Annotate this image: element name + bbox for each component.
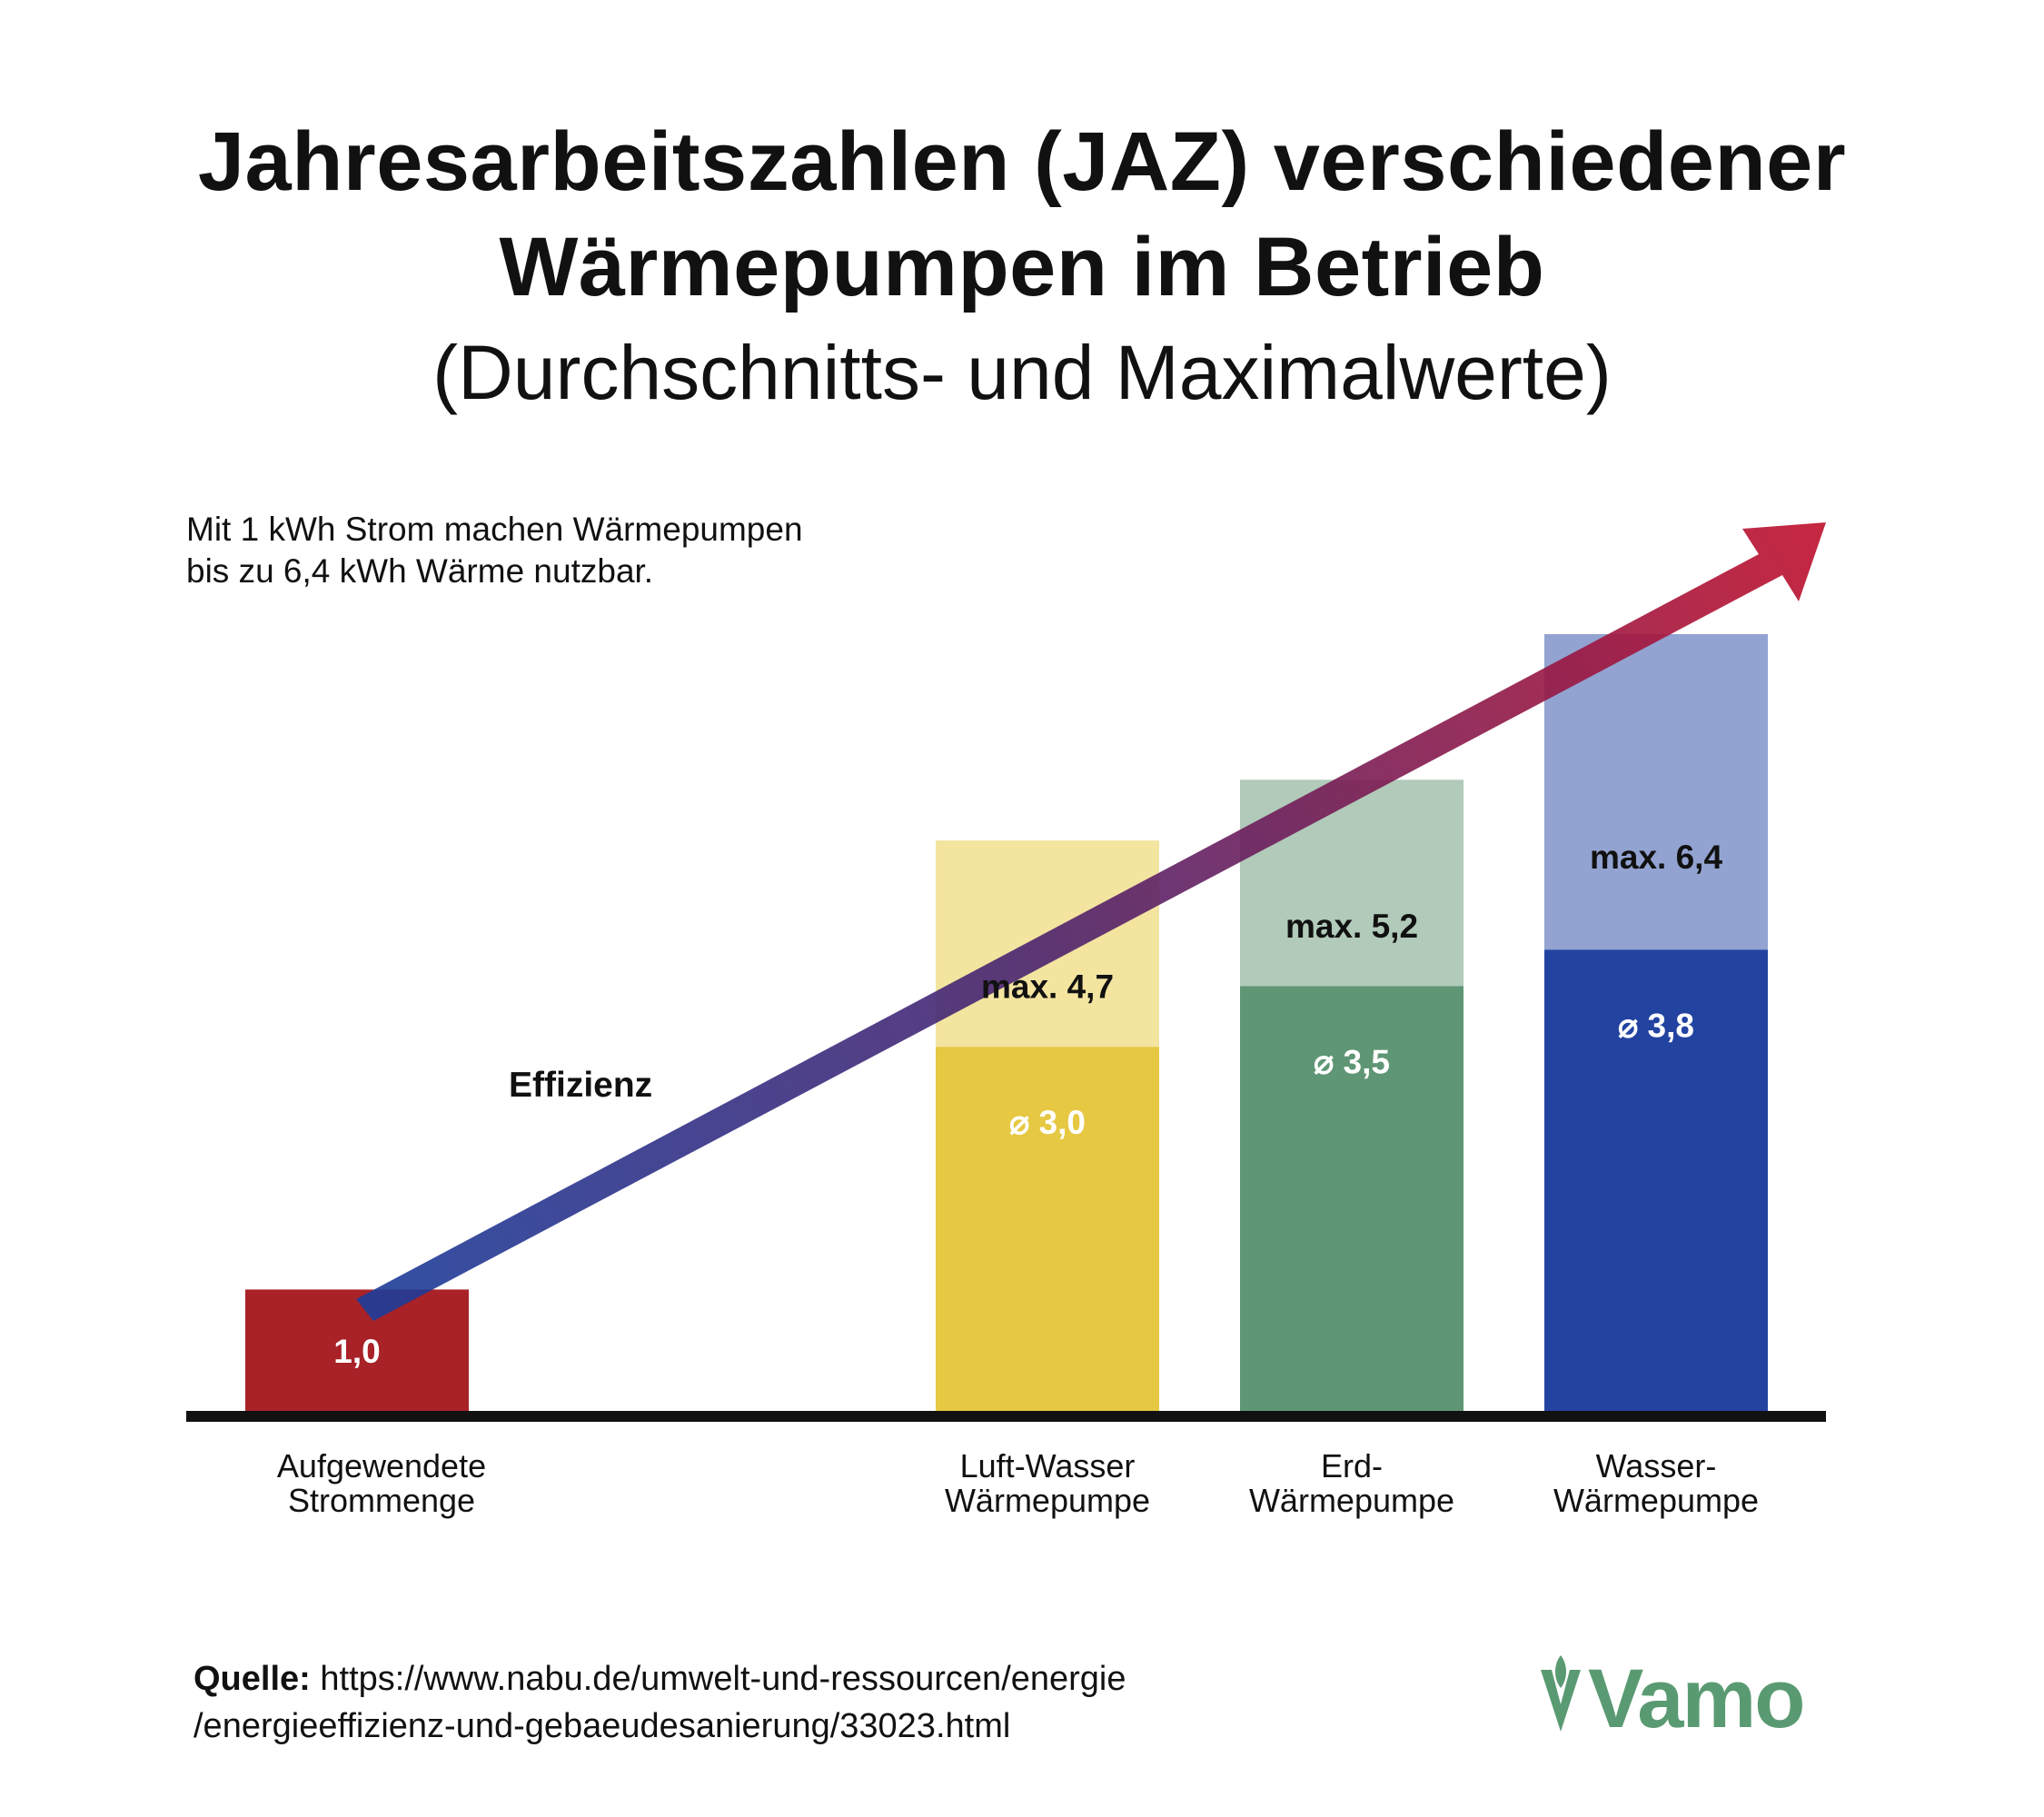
bar-chart: Effizienz 1,0 max. 4,7 ⌀ 3,0 max. 5,2 ⌀ 3,5 m… [186,522,1826,1519]
efficiency-label: Effizienz [509,1066,652,1105]
title-line-2: Wärmepumpen im Betrieb [499,221,1545,313]
category-label-2-1: Wärmepumpe [1249,1482,1454,1519]
category-label-3-0: Wasser- [1596,1447,1717,1484]
bar-avg-0 [245,1289,469,1411]
title-line-1: Jahresarbeitszahlen (JAZ) verschiedener [197,115,1847,208]
max-label-1: max. 4,7 [981,968,1114,1006]
source-url-line-2[interactable]: /energieeffizienz-und-gebaeudesanierung/… [193,1707,1011,1745]
source-label: Quelle: [193,1660,311,1698]
category-label-3-1: Wärmepumpe [1553,1482,1759,1519]
category-label-1-1: Wärmepumpe [945,1482,1150,1519]
x-axis-line [186,1411,1826,1422]
leaf-icon [1541,1655,1581,1732]
source-citation: Quelle: https://www.nabu.de/umwelt-und-r… [193,1655,1465,1750]
source-url-line-1[interactable]: https://www.nabu.de/umwelt-und-ressource… [320,1660,1126,1698]
max-label-3: max. 6,4 [1590,839,1722,876]
subtitle: (Durchschnitts- und Maximalwerte) [432,330,1612,415]
vamo-logo: Vamo [1533,1652,1833,1743]
bar-avg-3 [1544,949,1768,1411]
efficiency-arrow [356,522,1826,1321]
max-label-2: max. 5,2 [1285,908,1418,945]
avg-label-3: ⌀ 3,8 [1618,1007,1694,1044]
bar-avg-1 [936,1047,1159,1411]
bar-avg-2 [1240,986,1464,1411]
category-label-2-0: Erd- [1321,1447,1383,1484]
category-label-0-1: Strommenge [288,1482,475,1519]
intro-line-2: bis zu 6,4 kWh Wärme nutzbar. [186,552,654,590]
category-label-1-0: Luft-Wasser [960,1447,1136,1484]
intro-text: Mit 1 kWh Strom machen Wärmepumpen bis z… [186,509,1004,592]
category-label-0-0: Aufgewendete [277,1447,486,1484]
intro-line-1: Mit 1 kWh Strom machen Wärmepumpen [186,511,803,548]
bar-max-2 [1240,779,1464,987]
avg-label-1: ⌀ 3,0 [1009,1104,1086,1141]
avg-label-2: ⌀ 3,5 [1314,1043,1390,1080]
avg-label-0: 1,0 [333,1333,380,1370]
bar-max-3 [1544,634,1768,950]
logo-text: Vamo [1588,1653,1805,1745]
chart-title: Jahresarbeitszahlen (JAZ) verschiedener … [0,109,2044,425]
